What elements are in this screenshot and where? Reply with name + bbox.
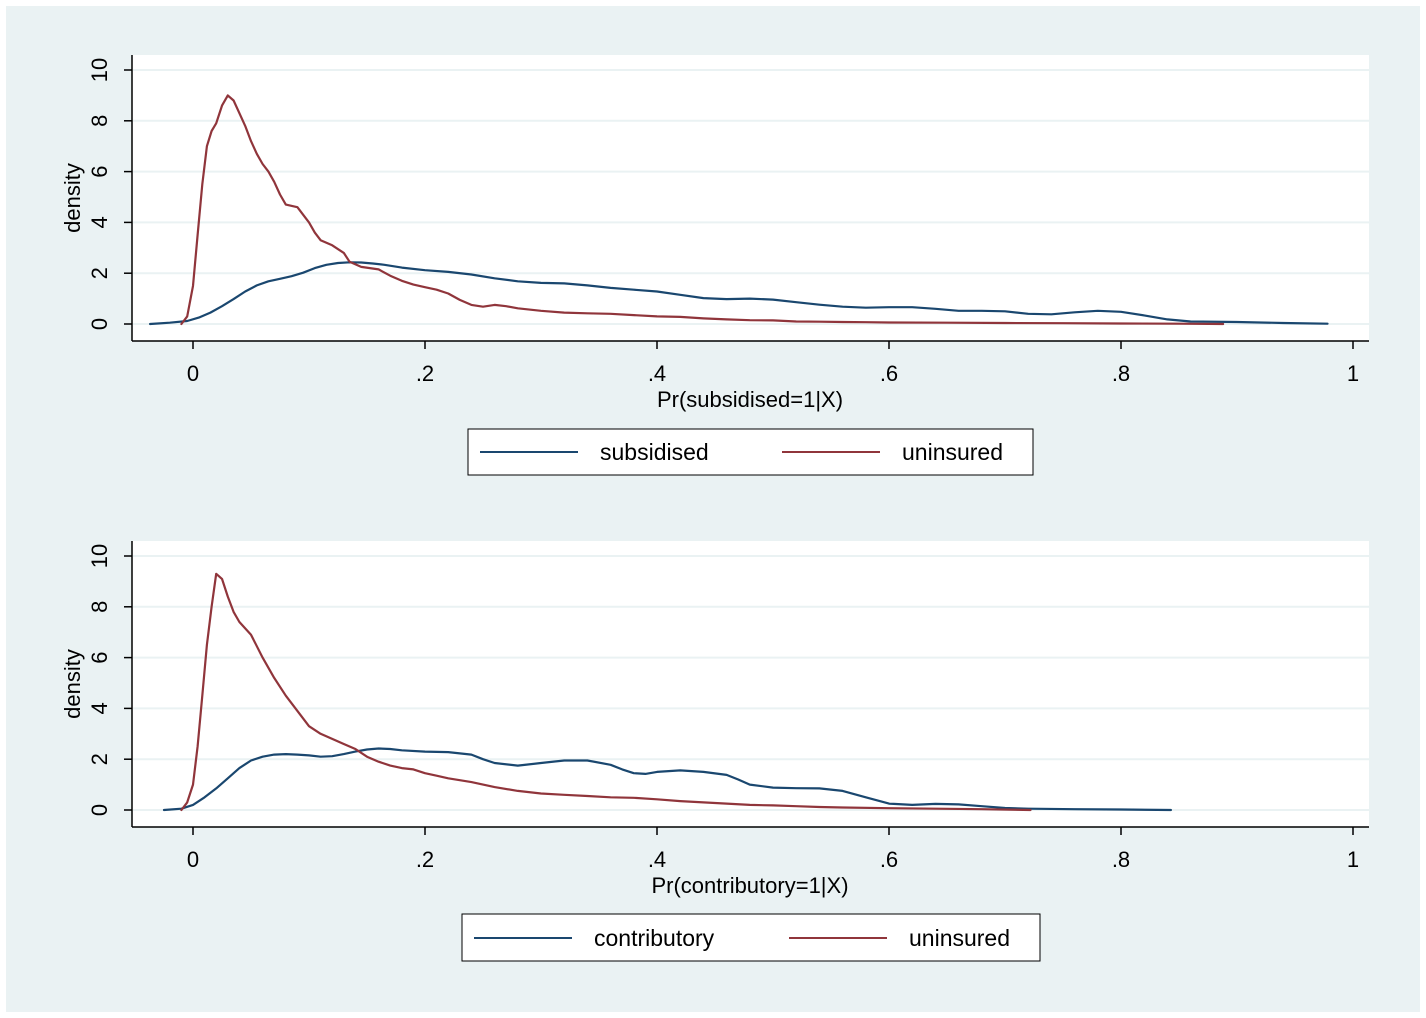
series-line-uninsured — [180, 94, 1225, 326]
axis-ticks: 0 2 4 6 8 10 0 .2 .4 .6 .8 1 — [87, 58, 1359, 386]
series-line-subsidised — [149, 261, 1329, 326]
x-tick-label: 0 — [187, 361, 199, 386]
y-tick-label: 4 — [87, 702, 112, 714]
legend-label-uninsured: uninsured — [902, 439, 1003, 465]
legend-label-subsidised: subsidised — [600, 439, 709, 465]
y-tick-label: 10 — [87, 544, 112, 568]
x-tick-label: .4 — [648, 361, 666, 386]
y-tick-label: 0 — [87, 804, 112, 816]
series-lines — [149, 94, 1329, 326]
chart-panel-contributory: 0 2 4 6 8 10 0 .2 .4 .6 .8 1 Pr(contributory=1|X) d… — [60, 541, 1369, 962]
series-line-uninsured — [180, 572, 1032, 812]
y-tick-label: 6 — [87, 165, 112, 177]
legend: subsidised uninsured — [467, 428, 1034, 476]
chart-panel-subsidised: 0 2 4 6 8 10 0 .2 .4 .6 .8 1 Pr(subsidised=1|X) den… — [60, 55, 1369, 476]
y-tick-label: 4 — [87, 216, 112, 228]
legend-label-uninsured: uninsured — [909, 925, 1010, 951]
plot-area — [132, 55, 1369, 341]
y-tick-label: 10 — [87, 58, 112, 82]
x-tick-label: .2 — [416, 361, 434, 386]
plot-area — [132, 541, 1369, 827]
y-axis-title: density — [60, 163, 85, 233]
y-tick-label: 8 — [87, 115, 112, 127]
y-tick-label: 8 — [87, 601, 112, 613]
y-tick-label: 2 — [87, 267, 112, 279]
series-line-contributory — [162, 747, 1172, 812]
x-tick-label: .6 — [880, 847, 898, 872]
y-tick-label: 6 — [87, 651, 112, 663]
x-axis-title: Pr(subsidised=1|X) — [657, 387, 843, 412]
x-tick-label: 1 — [1347, 847, 1359, 872]
x-axis-title: Pr(contributory=1|X) — [651, 873, 848, 898]
x-tick-label: .8 — [1112, 847, 1130, 872]
legend-label-contributory: contributory — [594, 925, 715, 951]
y-tick-label: 2 — [87, 753, 112, 765]
x-tick-label: .2 — [416, 847, 434, 872]
x-tick-label: 0 — [187, 847, 199, 872]
legend: contributory uninsured — [461, 913, 1041, 962]
x-tick-label: .4 — [648, 847, 666, 872]
y-axis-title: density — [60, 649, 85, 719]
x-tick-label: .6 — [880, 361, 898, 386]
series-lines — [162, 572, 1172, 812]
grid-lines — [133, 69, 1369, 325]
x-tick-label: .8 — [1112, 361, 1130, 386]
x-tick-label: 1 — [1347, 361, 1359, 386]
y-tick-label: 0 — [87, 318, 112, 330]
axis-ticks: 0 2 4 6 8 10 0 .2 .4 .6 .8 1 — [87, 544, 1359, 872]
